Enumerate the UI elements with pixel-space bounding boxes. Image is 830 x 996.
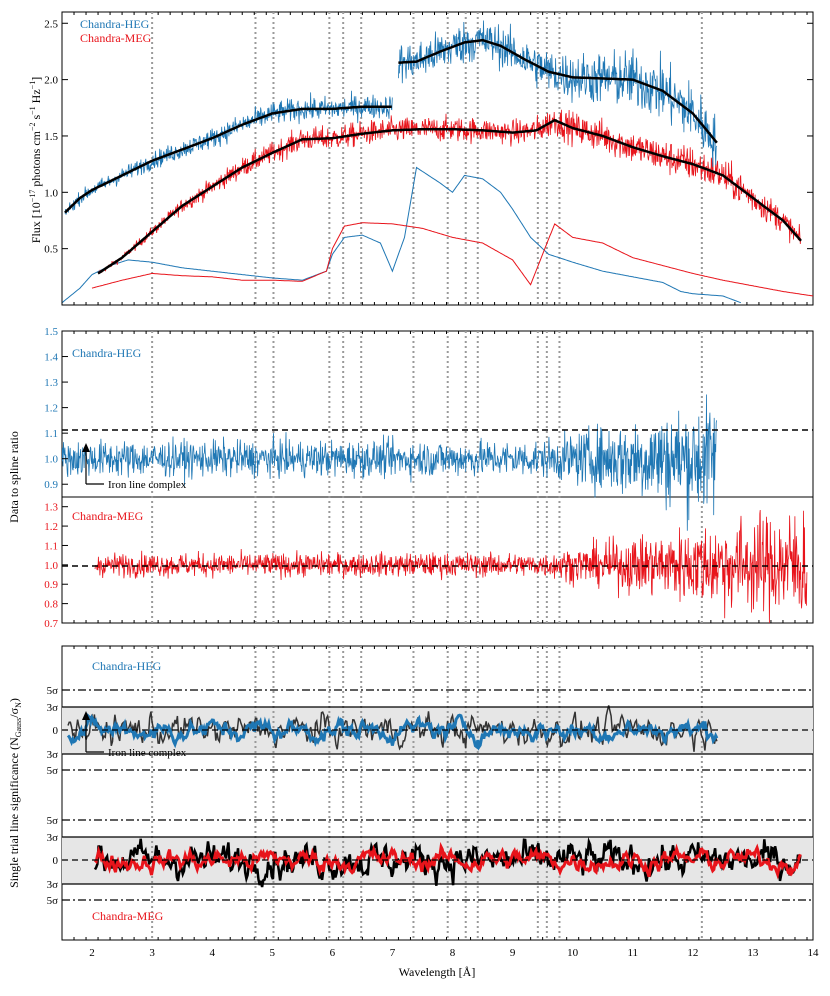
meg-significance-tick-label: 3σ — [47, 879, 59, 891]
x-tick-label: 4 — [209, 947, 215, 959]
iron-label-mid: Iron line complex — [108, 479, 187, 491]
x-tick-label: 9 — [510, 947, 516, 959]
meg-label-mid: Chandra-MEG — [72, 509, 144, 523]
meg-area-line — [91, 222, 813, 297]
meg-ratio-tick-label: 1.3 — [44, 502, 58, 514]
x-tick-label: 5 — [270, 947, 276, 959]
heg-significance-tick-label: 3σ — [47, 749, 59, 761]
ratio-ylabel: Data to spline ratio — [7, 431, 21, 523]
meg-ratio-tick-label: 0.7 — [44, 618, 58, 630]
flux-panel-frame — [61, 11, 814, 306]
meg-label-bot: Chandra-MEG — [92, 909, 164, 923]
meg-ratio-tick-label: 0.8 — [44, 599, 58, 611]
heg-ratio-tick-label: 1.4 — [44, 352, 58, 364]
x-tick-label: 12 — [687, 947, 698, 959]
heg-label-top: Chandra-HEG — [80, 17, 150, 31]
ratio-series — [62, 394, 808, 623]
flux-y-tick-label: 0.5 — [44, 244, 58, 256]
ratio-panel-frame — [61, 330, 814, 624]
flux-series — [62, 20, 813, 304]
flux-y-tick-label: 2.0 — [44, 75, 58, 87]
meg-significance-tick-label: 0 — [53, 855, 59, 867]
heg-significance-tick-label: 0 — [53, 725, 59, 737]
x-tick-label: 2 — [89, 947, 95, 959]
iron-annotation-mid: Iron line complex — [82, 443, 187, 491]
heg-ratio-tick-label: 0.9 — [44, 479, 58, 491]
marker-lines — [151, 12, 703, 940]
meg-significance-tick-label: 3σ — [47, 832, 59, 844]
meg-ratio-tick-label: 1.1 — [44, 540, 58, 552]
heg-ratio-tick-label: 1.5 — [44, 326, 58, 338]
x-tick-label: 10 — [567, 947, 579, 959]
heg-ratio-line — [62, 394, 717, 531]
flux-y-tick-label: 1.0 — [44, 187, 58, 199]
flux-y-tick-label: 2.5 — [44, 18, 58, 30]
flux-ylabel: Flux [10−17 photons cm−2 s−1 Hz−1] — [28, 77, 43, 243]
heg-flux-data-high — [398, 20, 717, 168]
spline-line — [97, 118, 802, 275]
x-tick-label: 3 — [149, 947, 155, 959]
heg-label-mid: Chandra-HEG — [72, 346, 142, 360]
heg-ratio-tick-label: 1.3 — [44, 377, 58, 389]
heg-significance-bars — [67, 705, 718, 752]
meg-label-top: Chandra-MEG — [80, 31, 152, 45]
meg-ratio-tick-label: 0.9 — [44, 579, 58, 591]
heg-significance-tick-label: 3σ — [47, 702, 59, 714]
x-tick-label: 13 — [747, 947, 759, 959]
meg-significance-tick-label: 5σ — [47, 815, 59, 827]
meg-significance-line — [93, 841, 802, 880]
x-tick-label: 6 — [330, 947, 336, 959]
meg-ratio-tick-label: 1.0 — [44, 560, 58, 572]
heg-area-line — [62, 166, 742, 304]
x-tick-label: 14 — [808, 947, 820, 959]
x-axis-label: Wavelength [Å] — [399, 965, 476, 979]
flux-y-tick-label: 1.5 — [44, 131, 58, 143]
heg-significance-tick-label: 5σ — [47, 765, 59, 777]
iron-annotation-bot: Iron line complex — [82, 711, 187, 759]
heg-significance-tick-label: 5σ — [47, 685, 59, 697]
heg-ratio-tick-label: 1.2 — [44, 403, 58, 415]
heg-ratio-tick-label: 1.0 — [44, 454, 58, 466]
iron-label-bot: Iron line complex — [108, 747, 187, 759]
heg-ratio-tick-label: 1.1 — [44, 428, 58, 440]
significance-panel-frame — [61, 645, 814, 941]
spline-line — [398, 38, 718, 144]
significance-reference-lines — [62, 689, 813, 901]
meg-ratio-tick-label: 1.2 — [44, 521, 58, 533]
x-tick-label: 7 — [390, 947, 396, 959]
heg-label-bot: Chandra-HEG — [92, 659, 162, 673]
meg-ratio-line — [94, 509, 808, 623]
x-tick-label: 8 — [450, 947, 456, 959]
axes: 2 3 4 5 6 7 8 9 10 11 12 13 14 0.5 1.0 1.5 2.0 2.5 0.9 1.0 1… — [44, 12, 819, 959]
heg-significance-line — [66, 713, 719, 751]
spline-line — [64, 105, 392, 214]
meg-significance-tick-label: 5σ — [47, 895, 59, 907]
x-tick-label: 11 — [627, 947, 638, 959]
significance-ylabel: Single trial line significance (NGauss/σ… — [7, 698, 23, 888]
